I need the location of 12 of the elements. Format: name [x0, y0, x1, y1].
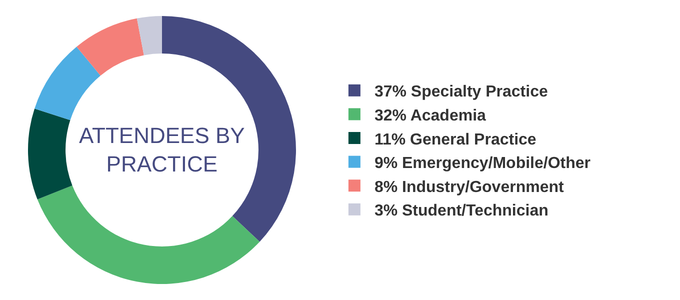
donut-slice	[34, 46, 100, 120]
donut-slice	[76, 18, 144, 76]
donut-slice	[28, 108, 72, 200]
legend-label: 8% Industry/Government	[374, 178, 564, 196]
legend-label: 11% General Practice	[374, 131, 536, 148]
legend-label: 32% Academia	[374, 107, 486, 124]
text: ATTENDEES BY PRACTICE	[79, 123, 246, 177]
legend-label: 37% Specialty Practice	[374, 84, 548, 101]
donut-slice	[37, 186, 260, 284]
donut-slice	[136, 16, 162, 56]
legend-label: 3% Student/Technician	[374, 202, 548, 220]
legend-label: 9% Emergency/Mobile/Other	[374, 155, 591, 172]
